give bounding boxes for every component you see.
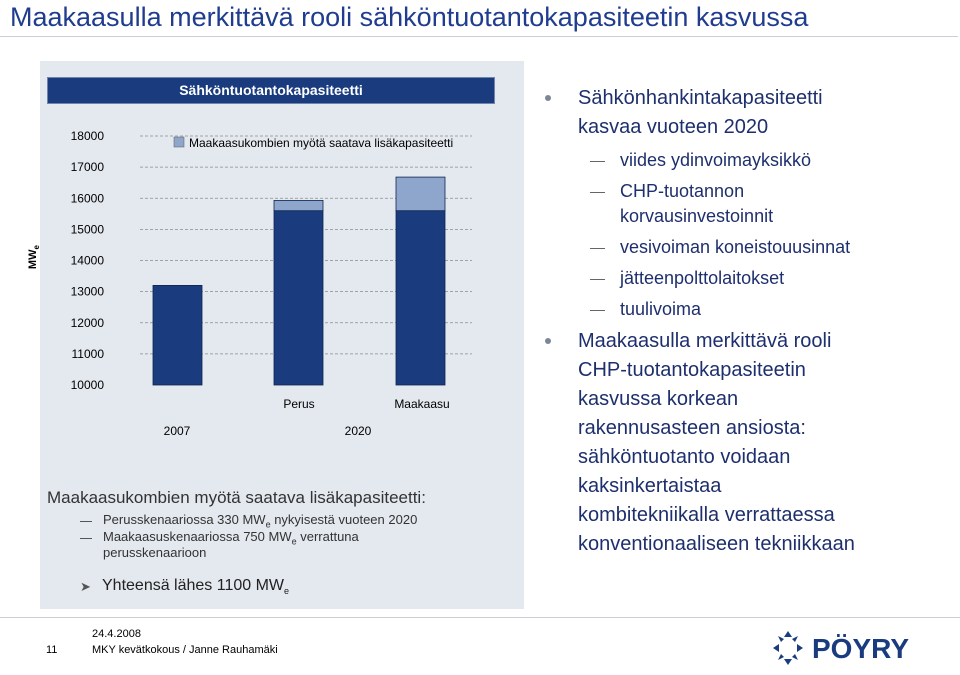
footer-date: 24.4.2008: [92, 628, 141, 640]
y-tick-label: 16000: [71, 191, 105, 205]
left-item-maakaasu: Maakaasuskenaariossa 750 MWe verrattuna: [103, 529, 359, 547]
dash-icon: [590, 248, 605, 249]
y-tick-label: 15000: [71, 222, 105, 236]
year-label: 2007: [164, 424, 191, 438]
bullet-icon: [545, 95, 551, 101]
arrow-bullet-icon: ➤: [80, 579, 91, 594]
right-sub-item: jätteenpolttolaitokset: [620, 268, 785, 288]
left-total: Yhteensä lähes 1100 MWe: [102, 577, 290, 597]
bar-base-2: [395, 210, 446, 386]
y-tick-label: 14000: [71, 254, 105, 268]
dash-icon: [590, 161, 605, 162]
right-sub-item: tuulivoima: [620, 299, 702, 319]
left-item-continuation: perusskenaarioon: [103, 545, 207, 560]
right-bullet2-line: kaksinkertaistaa: [578, 475, 722, 497]
footer-event: MKY kevätkokous / Janne Rauhamäki: [92, 644, 278, 656]
left-panel-heading: Maakaasukombien myötä saatava lisäkapasi…: [47, 488, 426, 507]
y-tick-label: 13000: [71, 285, 105, 299]
title-divider: [0, 36, 958, 37]
right-sub-item: viides ydinvoimayksikkö: [620, 150, 812, 170]
bar-base-0: [152, 284, 203, 386]
right-bullet2-line: Maakaasulla merkittävä rooli: [578, 330, 832, 352]
bullet-icon: [545, 338, 551, 344]
right-bullet2-line: kasvussa korkean: [578, 388, 739, 410]
dash-icon: [590, 192, 605, 193]
right-sub-item: korvausinvestoinnit: [620, 206, 774, 226]
right-bullet2-line: CHP-tuotantokapasiteetin: [578, 359, 806, 381]
right-bullet2-line: rakennusasteen ansiosta:: [578, 417, 806, 439]
category-label: Perus: [283, 397, 314, 411]
right-bullet2-line: kombitekniikalla verrattaessa: [578, 504, 835, 526]
legend-label: Maakaasukombien myötä saatava lisäkapasi…: [189, 136, 453, 150]
right-bullet2-line: konventionaaliseen tekniikkaan: [578, 533, 855, 555]
bar-base-1: [273, 210, 324, 386]
bar-extra-1: [273, 200, 324, 212]
right-bullet1-line1: Sähkönhankintakapasiteetti: [578, 87, 823, 109]
right-sub-item: vesivoiman koneistouusinnat: [620, 237, 851, 257]
y-tick-label: 18000: [71, 129, 105, 143]
y-tick-label: 11000: [72, 347, 105, 361]
dash-icon: [590, 279, 605, 280]
left-item-perus: Perusskenaariossa 330 MWe nykyisestä vuo…: [103, 512, 418, 530]
y-tick-label: 12000: [71, 316, 105, 330]
slide-title: Maakaasulla merkittävä rooli sähköntuota…: [10, 2, 809, 32]
y-tick-label: 17000: [71, 160, 105, 174]
right-sub-item: CHP-tuotannon: [620, 181, 745, 201]
chart-title: Sähköntuotantokapasiteetti: [47, 77, 495, 104]
dash-icon: [80, 538, 92, 539]
category-label: Maakaasu: [394, 397, 449, 411]
right-bullet1-line2: kasvaa vuoteen 2020: [578, 116, 769, 138]
poyry-logo: PÖYRY: [773, 631, 909, 665]
year-label: 2020: [345, 424, 372, 438]
y-tick-label: 10000: [71, 378, 105, 392]
svg-text:PÖYRY: PÖYRY: [812, 633, 909, 664]
page-number: 11: [46, 644, 58, 656]
dash-icon: [80, 521, 92, 522]
bar-extra-2: [395, 176, 446, 212]
legend-swatch: [173, 136, 185, 148]
right-bullet2-line: sähköntuotanto voidaan: [578, 446, 791, 468]
dash-icon: [590, 310, 605, 311]
footer-divider: [0, 617, 960, 618]
